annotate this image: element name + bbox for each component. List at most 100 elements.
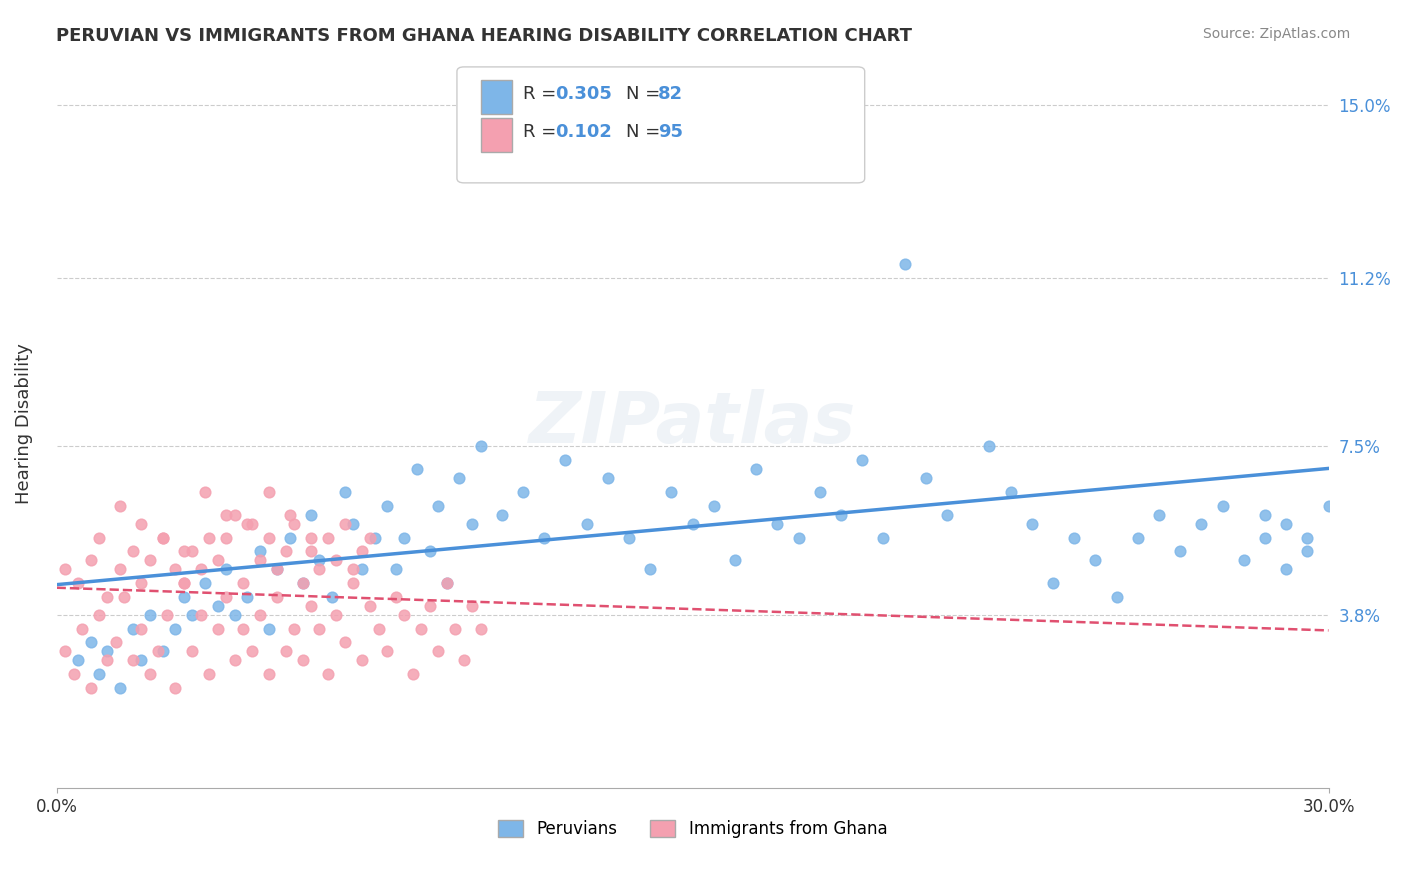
Point xyxy=(419,544,441,558)
Point xyxy=(224,653,246,667)
Point xyxy=(1147,508,1170,522)
Point xyxy=(436,576,458,591)
Point xyxy=(274,644,297,658)
Point xyxy=(359,531,381,545)
Point xyxy=(1212,499,1234,513)
Text: N =: N = xyxy=(626,123,665,141)
Point xyxy=(1021,516,1043,531)
Point xyxy=(278,508,301,522)
Point xyxy=(131,516,153,531)
Point xyxy=(1105,590,1128,604)
Point xyxy=(914,471,936,485)
Text: 0.102: 0.102 xyxy=(555,123,612,141)
Point xyxy=(66,653,89,667)
Point xyxy=(104,635,127,649)
Point xyxy=(224,607,246,622)
Point xyxy=(173,590,195,604)
Point xyxy=(266,562,288,576)
Point xyxy=(1317,499,1340,513)
Point xyxy=(215,562,238,576)
Point xyxy=(308,553,330,567)
Point xyxy=(453,653,475,667)
Legend: Peruvians, Immigrants from Ghana: Peruvians, Immigrants from Ghana xyxy=(491,814,894,845)
Point xyxy=(333,635,356,649)
Point xyxy=(266,562,288,576)
Point xyxy=(108,562,131,576)
Point xyxy=(342,516,364,531)
Text: N =: N = xyxy=(626,85,665,103)
Point xyxy=(207,622,229,636)
Point xyxy=(131,576,153,591)
Point xyxy=(936,508,959,522)
Point xyxy=(491,508,513,522)
Point xyxy=(207,599,229,613)
Point xyxy=(274,544,297,558)
Point xyxy=(325,553,347,567)
Point xyxy=(682,516,704,531)
Point xyxy=(1168,544,1191,558)
Point xyxy=(139,607,162,622)
Point xyxy=(173,576,195,591)
Point xyxy=(194,576,217,591)
Point xyxy=(165,562,187,576)
Point xyxy=(333,516,356,531)
Point xyxy=(198,531,221,545)
Text: 82: 82 xyxy=(658,85,683,103)
Point xyxy=(173,576,195,591)
Point xyxy=(851,453,873,467)
Point xyxy=(1189,516,1212,531)
Point xyxy=(596,471,619,485)
Point xyxy=(266,590,288,604)
Point xyxy=(321,590,343,604)
Point xyxy=(291,653,314,667)
Point xyxy=(724,553,747,567)
Point xyxy=(215,508,238,522)
Point xyxy=(745,462,768,476)
Point xyxy=(402,667,425,681)
Point xyxy=(299,531,322,545)
Point xyxy=(384,562,406,576)
Point xyxy=(53,644,76,658)
Text: Source: ZipAtlas.com: Source: ZipAtlas.com xyxy=(1202,27,1350,41)
Point xyxy=(1063,531,1085,545)
Point xyxy=(53,562,76,576)
Point xyxy=(198,667,221,681)
Point xyxy=(87,667,110,681)
Point xyxy=(1296,544,1319,558)
Point xyxy=(384,590,406,604)
Point xyxy=(316,667,339,681)
Point xyxy=(278,531,301,545)
Point xyxy=(249,607,271,622)
Point xyxy=(79,635,101,649)
Point xyxy=(70,622,93,636)
Point xyxy=(1296,531,1319,545)
Point xyxy=(299,508,322,522)
Point xyxy=(240,644,263,658)
Point xyxy=(108,499,131,513)
Point xyxy=(1126,531,1149,545)
Point xyxy=(316,531,339,545)
Point xyxy=(1042,576,1064,591)
Point xyxy=(156,607,179,622)
Point xyxy=(512,485,534,500)
Point xyxy=(79,681,101,695)
Point xyxy=(240,516,263,531)
Point xyxy=(152,531,174,545)
Point xyxy=(411,622,433,636)
Point xyxy=(470,440,492,454)
Point xyxy=(470,622,492,636)
Point xyxy=(215,590,238,604)
Text: R =: R = xyxy=(523,123,562,141)
Point xyxy=(215,531,238,545)
Text: 0.305: 0.305 xyxy=(555,85,612,103)
Text: R =: R = xyxy=(523,85,562,103)
Point xyxy=(427,499,450,513)
Point xyxy=(1084,553,1107,567)
Point xyxy=(308,562,330,576)
Point xyxy=(291,576,314,591)
Point xyxy=(1000,485,1022,500)
Point xyxy=(350,653,373,667)
Point xyxy=(554,453,576,467)
Point xyxy=(363,531,385,545)
Point xyxy=(236,590,259,604)
